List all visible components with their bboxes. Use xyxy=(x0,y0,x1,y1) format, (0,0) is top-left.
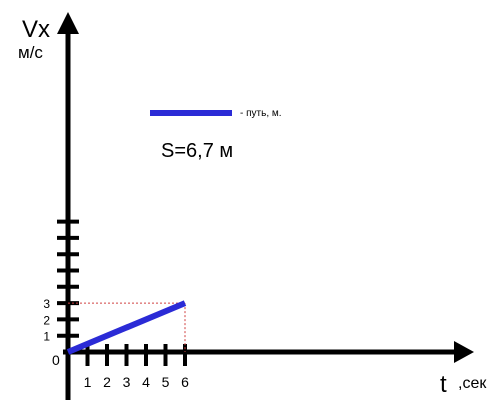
y-tick-label-1: 1 xyxy=(43,330,50,344)
series-line-path xyxy=(66,300,187,355)
x-tick-label-3: 3 xyxy=(123,374,131,390)
distance-annotation: S=6,7 м xyxy=(161,140,233,162)
x-tick-label-2: 2 xyxy=(103,374,111,390)
y-axis-label: Vx xyxy=(22,16,50,43)
x-axis-label: t xyxy=(440,371,447,398)
y-axis-arrow xyxy=(57,12,79,34)
y-axis-unit: м/с xyxy=(18,43,43,62)
series-lines xyxy=(66,300,187,355)
x-tick-label-6: 6 xyxy=(181,374,189,390)
y-tick-label-2: 2 xyxy=(43,313,50,327)
x-tick-label-4: 4 xyxy=(142,374,150,390)
x-tick-label-1: 1 xyxy=(84,374,92,390)
guide-lines xyxy=(68,302,186,352)
tick-marks xyxy=(57,219,187,366)
x-axis-unit: ,сек xyxy=(458,375,487,392)
x-tick-label-5: 5 xyxy=(162,374,170,390)
x-axis-arrow xyxy=(454,341,474,363)
axes xyxy=(57,12,474,400)
legend-label: - путь, м. xyxy=(240,108,282,119)
y-tick-label-3: 3 xyxy=(43,297,50,311)
legend: - путь, м. xyxy=(150,108,282,119)
origin-label: 0 xyxy=(52,352,60,368)
